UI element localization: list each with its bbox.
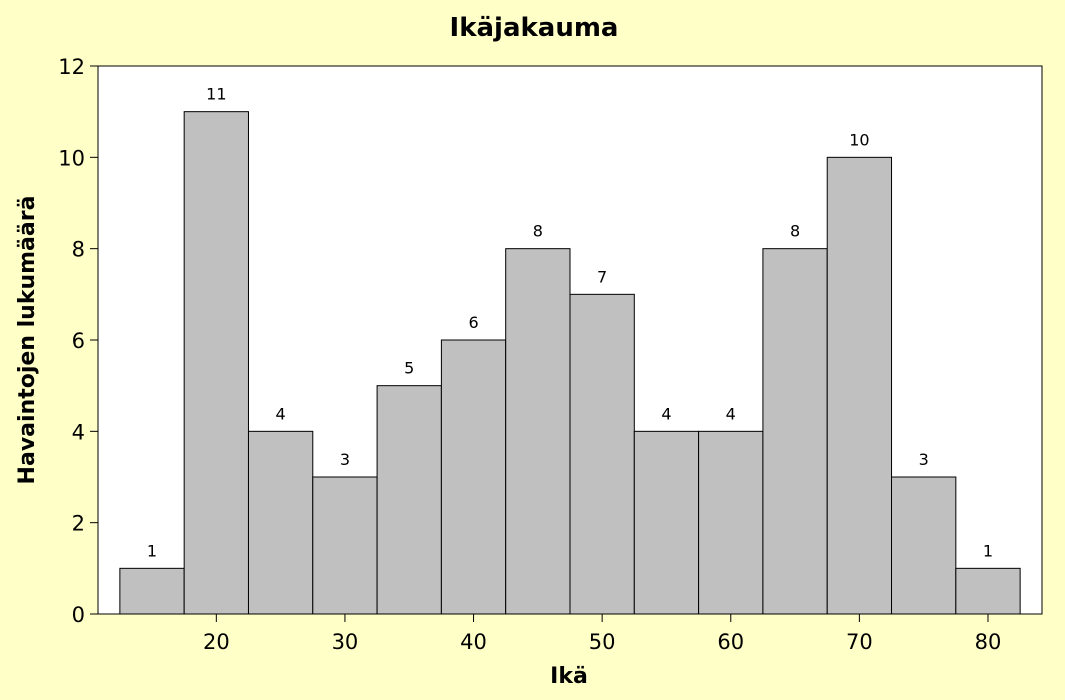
bar-7 — [569, 293, 635, 615]
bar-value-label-2: 4 — [276, 404, 286, 423]
bar-value-label-4: 5 — [404, 359, 414, 378]
bar-value-label-11: 10 — [849, 130, 869, 149]
x-tick-label-4: 60 — [717, 630, 744, 654]
y-tick-label-0: 0 — [72, 603, 85, 627]
y-tick-label-2: 4 — [72, 420, 85, 444]
x-tick-label-0: 20 — [203, 630, 230, 654]
bar-value-label-6: 8 — [533, 222, 543, 241]
x-axis: 20 30 40 50 60 70 80 — [203, 614, 1001, 654]
bar-value-label-0: 1 — [147, 541, 157, 560]
bar-10 — [762, 248, 828, 615]
y-tick-label-1: 2 — [72, 512, 85, 536]
y-tick-label-5: 10 — [58, 146, 85, 170]
bar-4 — [376, 385, 442, 615]
bar-6 — [505, 248, 571, 615]
bar-0 — [119, 567, 185, 615]
bar-value-label-7: 7 — [597, 267, 607, 286]
bar-5 — [440, 339, 507, 615]
bar-value-label-1: 11 — [206, 85, 226, 104]
y-tick-label-3: 6 — [72, 329, 85, 353]
bar-value-label-8: 4 — [661, 404, 671, 423]
bar-3 — [312, 476, 378, 615]
y-axis: 0 2 4 6 8 10 12 — [58, 55, 98, 627]
bar-9 — [698, 430, 764, 615]
bar-value-label-9: 4 — [726, 404, 736, 423]
bar-value-label-13: 1 — [983, 541, 993, 560]
bar-8 — [633, 430, 700, 615]
bar-1 — [183, 111, 249, 615]
bar-value-label-5: 6 — [468, 313, 478, 332]
bar-value-label-10: 8 — [790, 222, 800, 241]
chart-title: Ikäjakauma — [450, 13, 619, 43]
bar-value-label-3: 3 — [340, 450, 350, 469]
x-tick-label-6: 80 — [975, 630, 1002, 654]
bar-value-label-12: 3 — [919, 450, 929, 469]
y-axis-label: Havaintojen lukumäärä — [15, 196, 40, 485]
bar-12 — [891, 476, 957, 615]
x-tick-label-1: 30 — [332, 630, 359, 654]
y-tick-label-6: 12 — [58, 55, 85, 79]
bars-group — [119, 111, 1021, 615]
bar-13 — [955, 567, 1021, 615]
bar-2 — [247, 430, 314, 615]
x-axis-label: Ikä — [550, 664, 588, 689]
bar-11 — [826, 156, 893, 615]
x-tick-label-3: 50 — [589, 630, 616, 654]
y-tick-label-4: 8 — [72, 238, 85, 262]
x-tick-label-2: 40 — [460, 630, 487, 654]
x-tick-label-5: 70 — [846, 630, 873, 654]
